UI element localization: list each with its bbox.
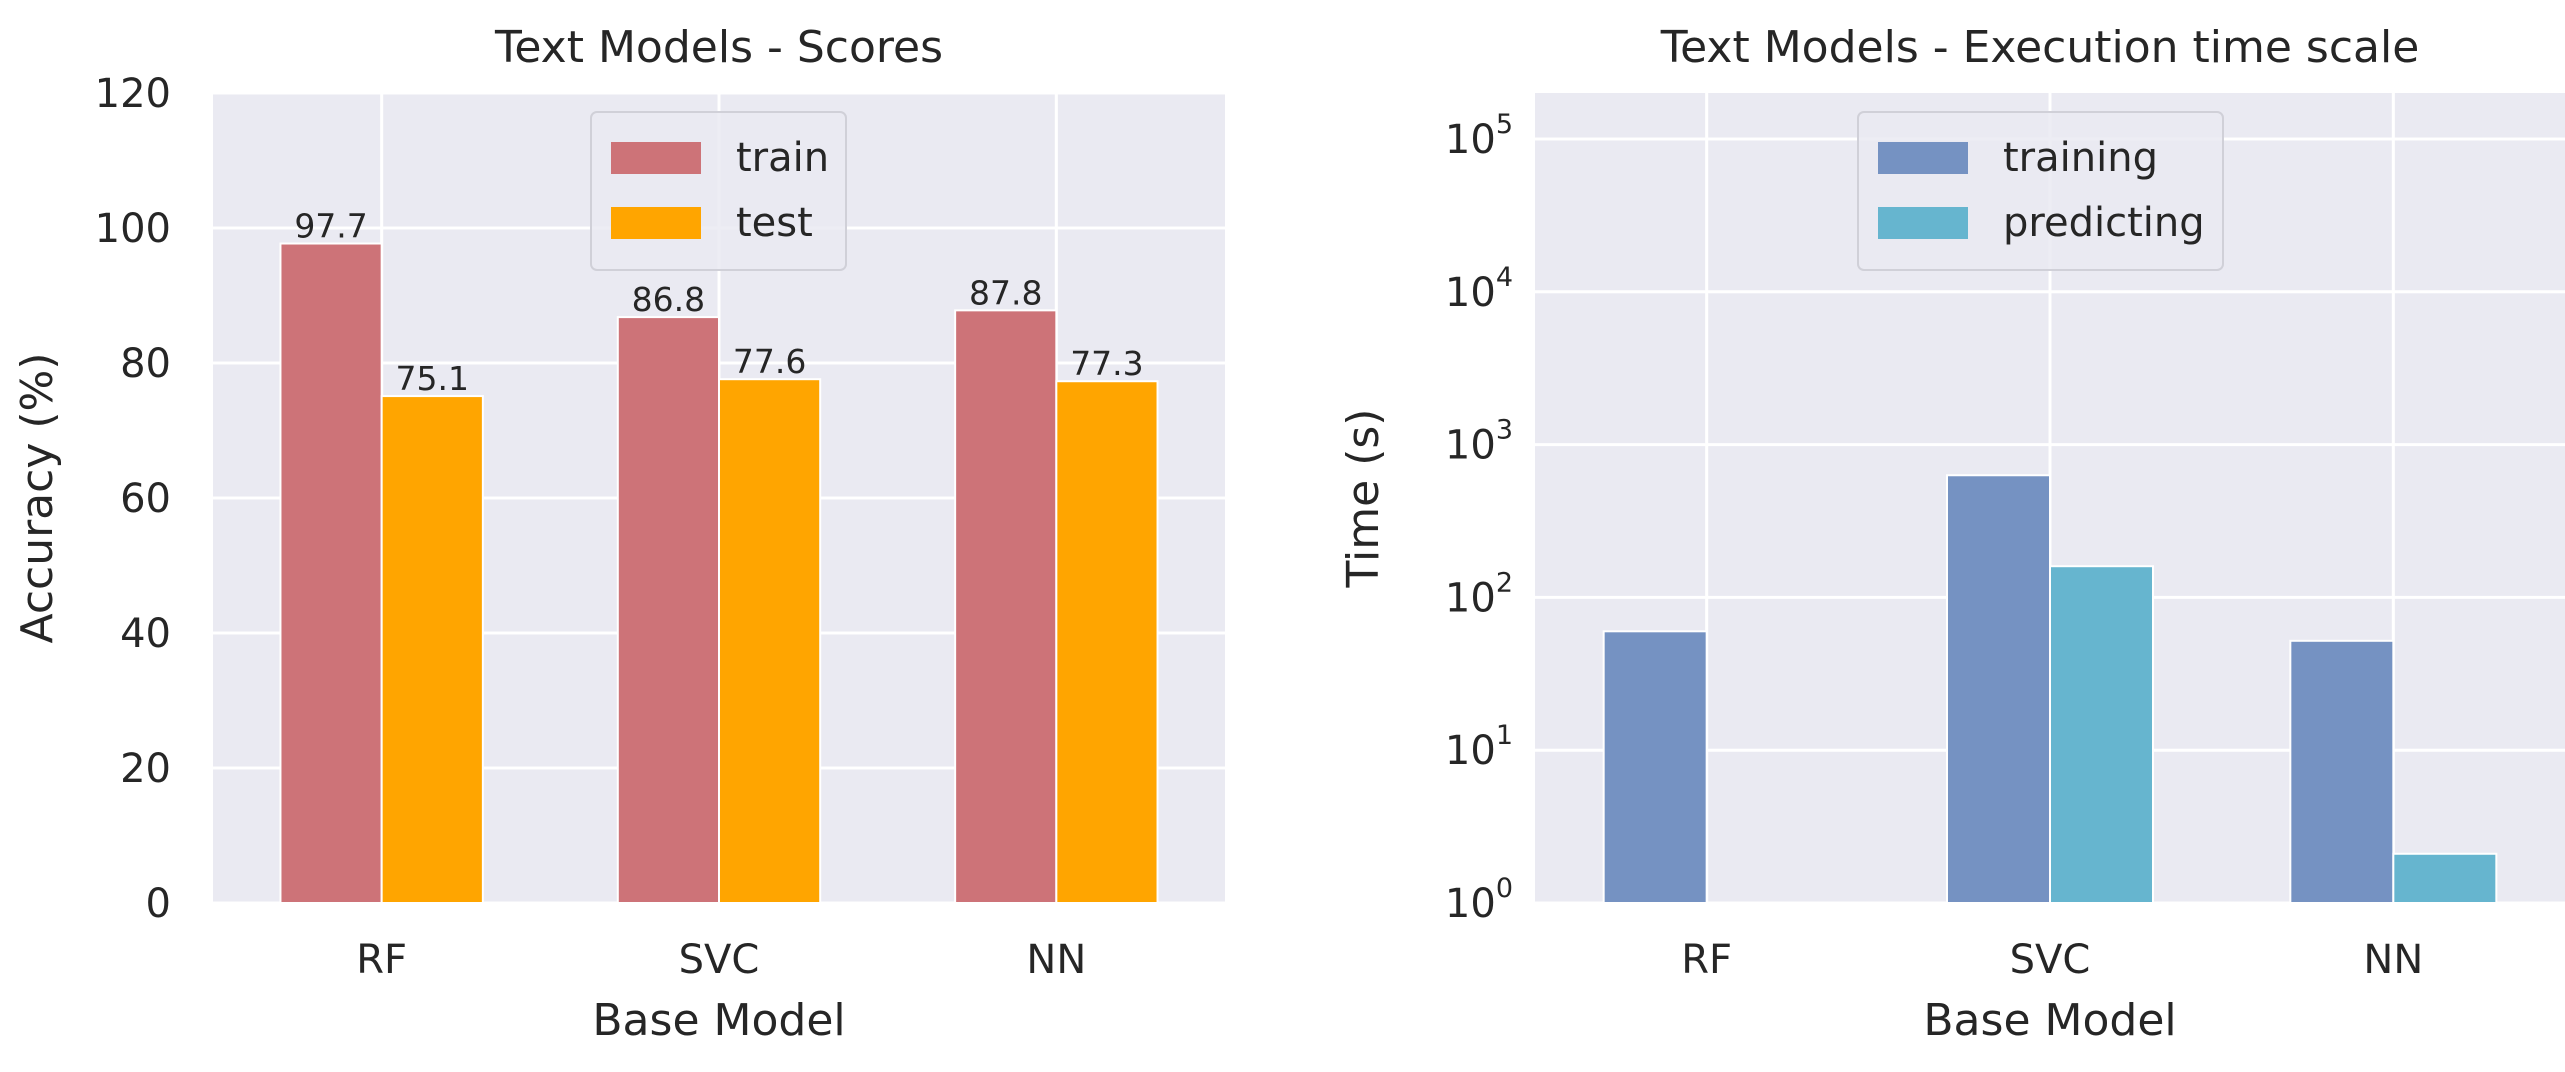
chart-title: Text Models - Scores (494, 22, 943, 73)
chart-title: Text Models - Execution time scale (1660, 22, 2420, 73)
x-axis-label: Base Model (592, 995, 845, 1046)
data-label: 86.8 (632, 280, 705, 319)
legend-swatch-training (1878, 142, 1968, 174)
y-tick-label: 103 (1445, 415, 1513, 469)
y-tick-label: 105 (1445, 109, 1513, 163)
y-tick-label: 0 (146, 881, 171, 927)
y-tick-label: 20 (120, 746, 171, 792)
legend-swatch-test (611, 207, 701, 239)
y-tick-label: 60 (120, 476, 171, 522)
data-label: 97.7 (294, 207, 367, 246)
x-tick-label: RF (356, 937, 407, 983)
bar-test-rf (380, 395, 484, 904)
y-tick-label: 40 (120, 611, 171, 657)
bar-training-svc (1946, 474, 2051, 904)
bar-training-rf (1602, 630, 1708, 904)
y-tick-label: 100 (95, 206, 171, 252)
bar-train-rf (279, 242, 383, 904)
y-tick-label: 104 (1445, 262, 1513, 316)
legend-label-train: train (736, 135, 829, 181)
data-label: 77.3 (1070, 344, 1143, 383)
legend-swatch-predicting (1878, 207, 1968, 239)
data-label: 77.6 (733, 342, 806, 381)
bar-predicting-svc (2049, 565, 2154, 904)
y-tick-label: 100 (1445, 873, 1513, 927)
y-tick-label: 80 (120, 341, 171, 387)
bar-predicting-nn (2392, 852, 2498, 904)
x-axis-label: Base Model (1923, 995, 2176, 1046)
x-tick-label: SVC (679, 937, 760, 983)
y-tick-label: 101 (1445, 720, 1513, 774)
x-tick-label: RF (1681, 937, 1732, 983)
legend: training predicting (1857, 111, 2224, 271)
x-tick-label: NN (1026, 937, 1086, 983)
bar-test-nn (1055, 380, 1159, 905)
y-tick-label: 102 (1445, 567, 1513, 621)
x-tick-label: NN (2363, 937, 2423, 983)
legend: train test (590, 111, 847, 271)
data-label: 75.1 (396, 359, 469, 398)
data-label: 87.8 (969, 273, 1042, 312)
chart-panel-2: 100 101 102 103 104 105 RF SVC NN Text Models - E… (1338, 22, 2565, 1046)
bar-training-nn (2289, 639, 2395, 904)
x-tick-label: SVC (2010, 937, 2091, 983)
y-axis-label: Time (s) (1338, 409, 1389, 589)
y-tick-label: 120 (95, 71, 171, 117)
bar-train-nn (954, 309, 1058, 905)
y-axis-label: Accuracy (%) (12, 352, 63, 643)
legend-swatch-train (611, 142, 701, 174)
legend-label-test: test (736, 200, 813, 246)
chart-panel-1: 0 20 40 60 80 100 120 97.7 86.8 87.8 75.1 77.6 77.3 R… (12, 22, 1225, 1046)
legend-label-predicting: predicting (2003, 200, 2205, 246)
legend-label-training: training (2003, 135, 2158, 181)
bar-train-svc (616, 316, 720, 905)
bar-test-svc (718, 378, 822, 904)
